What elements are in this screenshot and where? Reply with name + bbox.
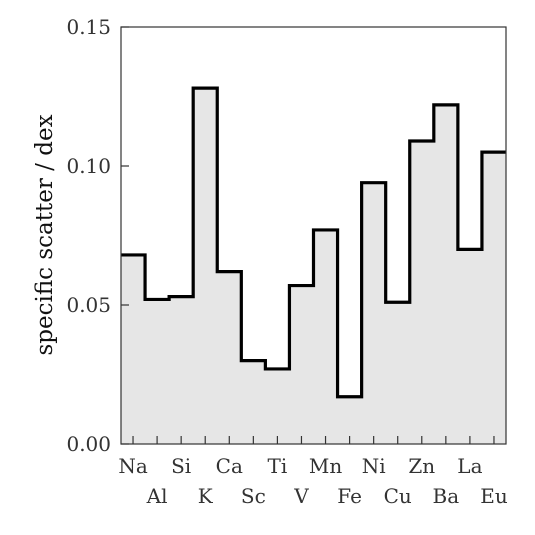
x-tick-label-k: K — [198, 484, 214, 508]
bar-ba — [434, 105, 458, 444]
histogram-step-line — [121, 86, 506, 399]
y-tick-label: 0.15 — [66, 15, 111, 39]
bar-v — [289, 286, 313, 444]
bar-sc — [241, 361, 265, 444]
x-tick-label-ti: Ti — [268, 454, 288, 478]
x-tick-label-ni: Ni — [362, 454, 386, 478]
x-tick-label-v: V — [293, 484, 309, 508]
bar-al — [145, 299, 169, 444]
plot-area — [120, 26, 507, 445]
x-tick-label-na: Na — [118, 454, 148, 478]
bar-ni — [362, 183, 386, 444]
x-tick-label-la: La — [457, 454, 482, 478]
bar-mn — [314, 230, 338, 444]
y-tick-label: 0.05 — [66, 293, 111, 317]
y-tick-label: 0.00 — [66, 432, 111, 456]
y-tick-label: 0.10 — [66, 154, 111, 178]
bar-ca — [217, 272, 241, 444]
y-axis-ticks — [121, 26, 129, 445]
x-tick-label-zn: Zn — [408, 454, 435, 478]
x-tick-label-ca: Ca — [216, 454, 243, 478]
bar-cu — [386, 302, 410, 444]
x-axis-ticks — [132, 436, 495, 444]
x-tick-label-al: Al — [146, 484, 168, 508]
bar-eu — [482, 152, 506, 444]
bar-ti — [265, 369, 289, 444]
x-tick-label-eu: Eu — [480, 484, 508, 508]
x-tick-label-sc: Sc — [241, 484, 266, 508]
bar-na — [121, 255, 145, 444]
x-tick-label-cu: Cu — [384, 484, 412, 508]
bar-zn — [410, 141, 434, 444]
bar-si — [169, 297, 193, 444]
x-tick-label-si: Si — [171, 454, 191, 478]
bar-k — [193, 88, 217, 444]
bar-la — [458, 249, 482, 444]
x-tick-label-fe: Fe — [337, 484, 362, 508]
y-axis-tick-labels: 0.00 0.05 0.10 0.15 — [66, 15, 111, 456]
x-tick-label-mn: Mn — [309, 454, 342, 478]
x-tick-label-ba: Ba — [433, 484, 460, 508]
y-axis-title: specific scatter / dex — [32, 114, 58, 355]
plot-frame — [120, 26, 507, 445]
